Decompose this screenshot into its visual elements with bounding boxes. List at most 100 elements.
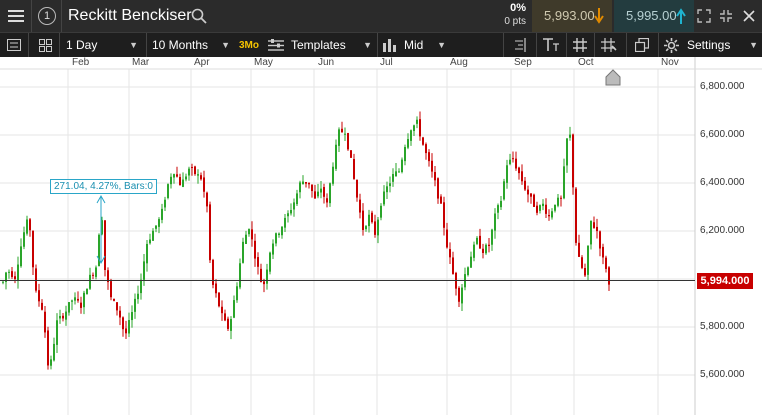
bars-icon [383, 38, 396, 52]
gear-icon [664, 37, 679, 53]
interval-select[interactable]: 1 Day ▼ [66, 33, 142, 57]
candle-body [497, 205, 499, 213]
candle-body [164, 199, 166, 208]
candle-body [146, 243, 148, 264]
candle-body [374, 221, 376, 235]
candle-body [203, 177, 205, 192]
crosshair-grid-icon[interactable] [598, 33, 620, 57]
candle-body [161, 208, 163, 220]
candle-body [536, 205, 538, 213]
expand-icon[interactable] [696, 0, 712, 32]
candle-body [20, 246, 22, 267]
candle-body [443, 202, 445, 228]
candle-body [260, 268, 262, 282]
candle-body [221, 306, 223, 314]
candle-body [392, 174, 394, 182]
candle-body [467, 267, 469, 275]
candle-body [257, 257, 259, 267]
sell-button[interactable]: 5,993.00 [532, 0, 612, 32]
candle-body [461, 287, 463, 304]
candle-body [512, 158, 514, 160]
candle-body [17, 264, 19, 281]
candle-body [44, 311, 46, 333]
candle-body [593, 222, 595, 228]
month-label-oct: Oct [578, 57, 594, 68]
range-select[interactable]: 10 Months ▼ [152, 33, 232, 57]
candle-body [185, 176, 187, 180]
templates-select[interactable]: Templates ▼ [268, 33, 374, 57]
scroll-marker-icon[interactable] [605, 69, 621, 86]
candle-body [542, 203, 544, 207]
candle-body [581, 257, 583, 268]
layout-icon[interactable] [36, 33, 54, 57]
candle-body [506, 165, 508, 183]
candle-body [56, 320, 58, 345]
candle-body [533, 194, 535, 207]
price-type-select[interactable]: Mid ▼ [382, 33, 448, 57]
candle-body [80, 302, 82, 308]
search-icon[interactable] [190, 0, 208, 32]
candle-body [122, 317, 124, 330]
candle-body [26, 219, 28, 234]
candle-body [14, 276, 16, 280]
candle-body [587, 245, 589, 275]
chevron-down-icon: ▼ [437, 40, 446, 50]
candle-body [47, 330, 49, 366]
candle-body [248, 229, 250, 235]
candle-body [530, 193, 532, 197]
candle-body [347, 133, 349, 150]
close-icon[interactable] [742, 0, 756, 32]
candle-body [35, 268, 37, 291]
candle-body [134, 298, 136, 312]
candle-body [479, 235, 481, 249]
candle-body [128, 320, 130, 334]
text-tool-icon[interactable] [540, 33, 562, 57]
candle-body [296, 193, 298, 205]
candle-body [209, 204, 211, 261]
candle-body [425, 144, 427, 154]
candle-body [338, 129, 340, 146]
scale-icon[interactable] [510, 33, 530, 57]
candle-body [269, 252, 271, 272]
buy-button[interactable]: 5,995.00 [614, 0, 694, 32]
candle-body [539, 205, 541, 211]
candle-body [68, 302, 70, 313]
candle-body [491, 229, 493, 245]
candle-body [53, 343, 55, 361]
candle-body [152, 230, 154, 241]
candle-body [182, 179, 184, 187]
candle-body [11, 271, 13, 277]
candle-body [590, 220, 592, 245]
candle-body [482, 248, 484, 253]
y-tick-6800: 6,800.000 [700, 81, 745, 92]
list-icon[interactable] [5, 33, 23, 57]
candle-body [197, 174, 199, 176]
candle-body [404, 146, 406, 162]
candle-body [605, 257, 607, 269]
copy-icon[interactable] [632, 33, 652, 57]
candle-body [50, 359, 52, 366]
candle-body [410, 130, 412, 141]
measure-arrow-down [96, 255, 106, 265]
grid-icon[interactable] [570, 33, 590, 57]
y-tick-6400: 6,400.000 [700, 177, 745, 188]
candle-body [545, 204, 547, 214]
chart-canvas[interactable] [0, 57, 762, 415]
collapse-icon[interactable] [718, 0, 734, 32]
price-type-label: Mid [404, 38, 424, 52]
candle-body [275, 233, 277, 244]
candle-body [167, 184, 169, 199]
price-chart[interactable]: Feb Mar Apr May Jun Jul Aug Sep Oct Nov … [0, 57, 762, 415]
candle-body [38, 290, 40, 302]
candle-body [278, 233, 280, 236]
candle-body [416, 119, 418, 124]
candle-body [272, 243, 274, 255]
range-3mo-button[interactable]: 3Mo [237, 33, 261, 57]
alert-count-icon[interactable]: 1 [38, 7, 56, 25]
menu-icon[interactable] [6, 0, 26, 32]
candle-body [59, 316, 61, 319]
candle-body [596, 226, 598, 232]
settings-menu[interactable]: Settings ▼ [664, 33, 760, 57]
candle-body [89, 274, 91, 289]
range-value: 10 Months [152, 38, 209, 52]
